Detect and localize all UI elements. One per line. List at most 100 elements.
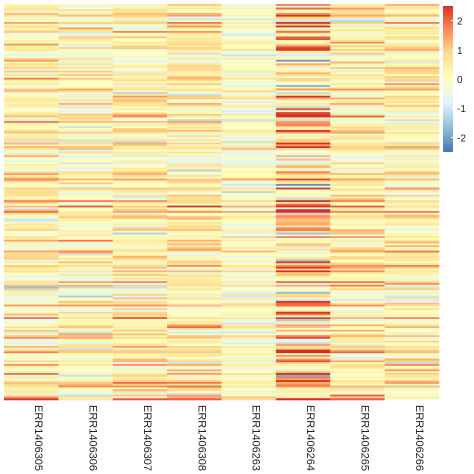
heatmap-cell — [58, 387, 114, 390]
heatmap-cell — [167, 398, 222, 401]
heatmap-cell — [330, 67, 385, 70]
heatmap-cell — [4, 110, 59, 113]
heatmap-cell — [330, 59, 385, 62]
heatmap-cell — [275, 333, 331, 336]
heatmap-cell — [330, 203, 385, 206]
heatmap-cell — [384, 383, 440, 386]
heatmap-cell — [112, 358, 168, 361]
heatmap-cell — [167, 128, 222, 131]
heatmap-cell — [112, 113, 168, 116]
heatmap-cell — [330, 353, 385, 356]
heatmap-cell — [112, 279, 168, 282]
heatmap-cell — [112, 50, 168, 53]
heatmap-cell — [167, 34, 222, 37]
heatmap-cell — [4, 173, 59, 176]
heatmap-cell — [58, 47, 114, 50]
heatmap-cell — [275, 202, 331, 205]
heatmap-cell — [112, 247, 168, 250]
heatmap-cell — [4, 286, 59, 289]
heatmap-cell — [384, 142, 440, 145]
heatmap-cell — [112, 90, 168, 93]
heatmap-cell — [112, 194, 168, 197]
heatmap-cell — [112, 371, 168, 374]
heatmap-cell — [275, 387, 331, 390]
heatmap-cell — [330, 351, 385, 354]
heatmap-cell — [330, 61, 385, 64]
heatmap-cell — [330, 227, 385, 230]
heatmap-cell — [112, 338, 168, 341]
heatmap-cell — [167, 252, 222, 255]
heatmap-cell — [167, 238, 222, 241]
heatmap-cell — [112, 333, 168, 336]
heatmap-cell — [4, 137, 59, 140]
column-label: ERR1406307 — [141, 405, 153, 471]
heatmap-cell — [330, 382, 385, 385]
heatmap-cell — [112, 81, 168, 84]
heatmap-cell — [275, 209, 331, 212]
heatmap-cell — [384, 247, 440, 250]
heatmap-cell — [4, 31, 59, 34]
heatmap-cell — [384, 313, 440, 316]
heatmap-cell — [275, 292, 331, 295]
heatmap-cell — [330, 338, 385, 341]
heatmap-cell — [221, 392, 277, 395]
heatmap-cell — [384, 391, 440, 394]
heatmap-cell — [330, 259, 385, 262]
heatmap-cell — [4, 365, 59, 368]
heatmap-cell — [4, 337, 59, 340]
heatmap-cell — [275, 268, 331, 271]
heatmap-cell — [221, 396, 277, 399]
heatmap-cell — [4, 160, 59, 163]
heatmap-cell — [58, 90, 114, 93]
heatmap-cell — [167, 88, 222, 91]
heatmap-cell — [275, 16, 331, 19]
heatmap-cell — [4, 34, 59, 37]
heatmap-cell — [275, 41, 331, 44]
column-label: ERR1406266 — [413, 405, 425, 471]
heatmap-cell — [275, 13, 331, 16]
heatmap-cell — [4, 277, 59, 280]
heatmap-cell — [4, 41, 59, 44]
heatmap-cell — [167, 220, 222, 223]
heatmap-cell — [221, 108, 277, 111]
heatmap-cell — [167, 176, 222, 179]
heatmap-cell — [330, 346, 385, 349]
heatmap-cell — [112, 103, 168, 106]
heatmap-cell — [275, 383, 331, 386]
heatmap-cell — [221, 209, 277, 212]
heatmap-cell — [330, 340, 385, 343]
heatmap-cell — [112, 227, 168, 230]
heatmap-cell — [221, 358, 277, 361]
heatmap-cell — [330, 126, 385, 129]
heatmap-cell — [112, 173, 168, 176]
heatmap-cell — [221, 148, 277, 151]
heatmap-cell — [275, 221, 331, 224]
heatmap-cell — [275, 9, 331, 12]
heatmap-cell — [384, 234, 440, 237]
heatmap-cell — [58, 373, 114, 376]
heatmap-cell — [4, 362, 59, 365]
heatmap-cell — [4, 328, 59, 331]
heatmap-cell — [330, 52, 385, 55]
heatmap-cell — [275, 95, 331, 98]
heatmap-cell — [4, 49, 59, 52]
heatmap-cell — [384, 347, 440, 350]
heatmap-cell — [167, 50, 222, 53]
heatmap-cell — [221, 128, 277, 131]
heatmap-cell — [4, 194, 59, 197]
heatmap-cell — [221, 86, 277, 89]
heatmap-cell — [167, 297, 222, 300]
heatmap-cell — [167, 207, 222, 210]
heatmap-cell — [167, 140, 222, 143]
heatmap-cell — [330, 331, 385, 334]
heatmap-cell — [330, 256, 385, 259]
heatmap-cell — [58, 126, 114, 129]
heatmap-cell — [112, 306, 168, 309]
heatmap-cell — [167, 310, 222, 313]
heatmap-cell — [112, 121, 168, 124]
heatmap-cell — [384, 198, 440, 201]
heatmap-cell — [384, 191, 440, 194]
heatmap-cell — [275, 245, 331, 248]
heatmap-cells — [4, 4, 440, 401]
heatmap-cell — [167, 266, 222, 269]
